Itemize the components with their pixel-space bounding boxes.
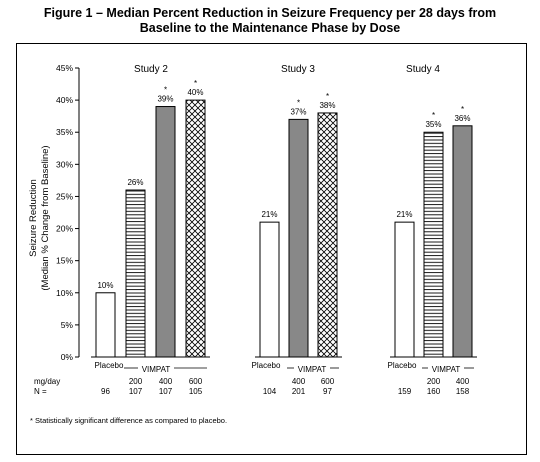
- bar: [423, 131, 444, 358]
- figure-frame: [16, 43, 527, 455]
- y-tick-label: 30%: [56, 159, 73, 169]
- significance-marker: *: [461, 105, 464, 114]
- y-axis-label-line2: (Median % Change from Baseline): [40, 145, 51, 290]
- y-tick-label: 35%: [56, 127, 73, 137]
- study-title: Study 2: [134, 64, 168, 75]
- bar-value-label: 21%: [396, 210, 412, 219]
- dose-label: 400: [292, 377, 306, 386]
- bar-value-label: 37%: [290, 107, 306, 116]
- placebo-label: Placebo: [252, 361, 281, 370]
- bar: [185, 99, 206, 358]
- dose-label: 200: [129, 377, 143, 386]
- study-title: Study 4: [406, 64, 440, 75]
- bar: [317, 112, 338, 358]
- y-axis: 0% 5% 10% 15% 20% 25% 30% 35% 40% 45%: [56, 63, 80, 362]
- bar: [95, 292, 116, 358]
- bar-value-label: 21%: [261, 210, 277, 219]
- bar: [288, 118, 309, 358]
- significance-marker: *: [326, 92, 329, 101]
- placebo-label: Placebo: [95, 361, 124, 370]
- significance-marker: *: [432, 111, 435, 120]
- bar: [125, 189, 146, 358]
- y-tick-label: 5%: [61, 320, 74, 330]
- drug-label: VIMPAT: [432, 365, 461, 374]
- drug-label: VIMPAT: [142, 365, 171, 374]
- dose-label: 600: [189, 377, 203, 386]
- bar-value-label: 39%: [157, 95, 173, 104]
- n-label: 201: [292, 387, 306, 396]
- n-label: 107: [159, 387, 173, 396]
- placebo-label: Placebo: [388, 361, 417, 370]
- bar-value-label: 26%: [127, 178, 143, 187]
- study-title: Study 3: [281, 64, 315, 75]
- drug-label: VIMPAT: [298, 365, 327, 374]
- significance-marker: *: [194, 79, 197, 88]
- n-label: 160: [427, 387, 441, 396]
- n-label: 107: [129, 387, 143, 396]
- y-tick-label: 40%: [56, 95, 73, 105]
- n-label: 104: [263, 387, 277, 396]
- bar-value-label: 10%: [97, 281, 113, 290]
- dose-label: 400: [159, 377, 173, 386]
- bars-layer: [91, 99, 477, 358]
- bar-value-label: 40%: [187, 88, 203, 97]
- y-tick-label: 25%: [56, 191, 73, 201]
- significance-marker: *: [297, 98, 300, 107]
- significance-marker: *: [164, 86, 167, 95]
- figure-title-line1: Figure 1 – Median Percent Reduction in S…: [43, 6, 497, 20]
- bar: [452, 125, 473, 358]
- y-tick-label: 10%: [56, 288, 73, 298]
- bar-value-label: 38%: [319, 101, 335, 110]
- y-tick-label: 20%: [56, 224, 73, 234]
- n-row-label: N =: [34, 387, 47, 396]
- y-axis-label-line1: Seizure Reduction: [28, 179, 39, 257]
- y-tick-label: 0%: [61, 352, 74, 362]
- dose-label: 200: [427, 377, 441, 386]
- footnote: * Statistically significant difference a…: [30, 416, 227, 425]
- y-tick-label: 15%: [56, 256, 73, 266]
- bar: [259, 221, 280, 358]
- n-label: 105: [189, 387, 203, 396]
- n-label: 96: [101, 387, 110, 396]
- bar-value-label: 36%: [454, 114, 470, 123]
- n-label: 159: [398, 387, 412, 396]
- labels-layer: Study 210%9626%20010739%*40010740%*60010…: [95, 64, 474, 396]
- bar: [394, 221, 415, 358]
- n-label: 158: [456, 387, 470, 396]
- n-label: 97: [323, 387, 332, 396]
- bar-value-label: 35%: [425, 120, 441, 129]
- dose-label: 400: [456, 377, 470, 386]
- bar: [155, 106, 176, 358]
- dose-row-label: mg/day: [34, 377, 60, 386]
- figure-title-line2: Baseline to the Maintenance Phase by Dos…: [139, 21, 401, 35]
- dose-label: 600: [321, 377, 335, 386]
- y-tick-label: 45%: [56, 63, 73, 73]
